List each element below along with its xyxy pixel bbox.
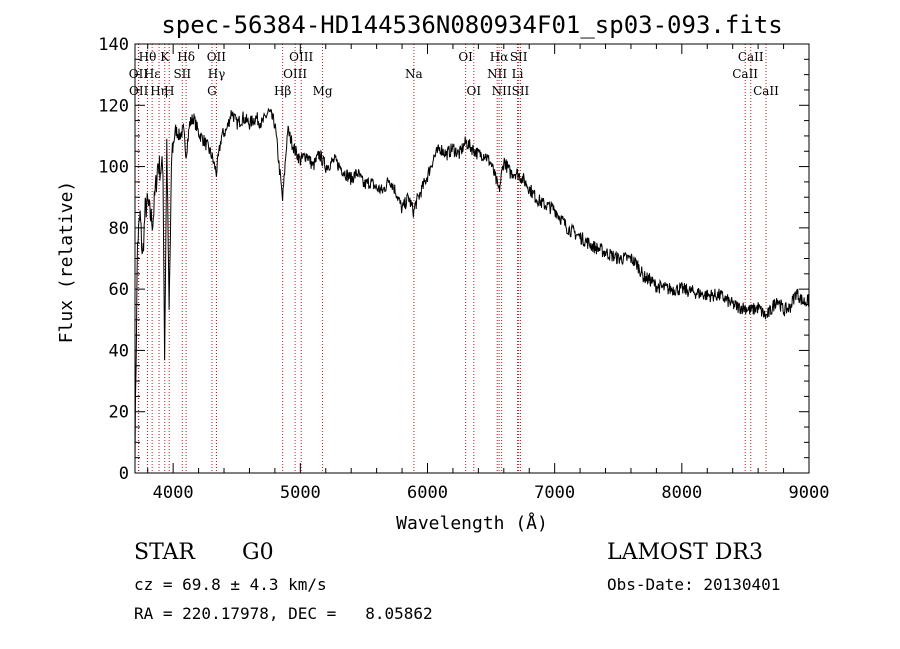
line-label-10: Hγ [208,67,226,81]
line-label-26: CaII [732,67,758,81]
line-label-13: OIII [289,50,313,64]
line-label-0: Hθ [139,50,157,64]
line-label-4: Hη [150,84,168,98]
y-tick-label: 120 [98,96,129,116]
object-subclass: G0 [242,540,274,565]
line-label-12: Hβ [274,84,291,98]
obs-date-text: Obs-Date: 20130401 [607,575,781,594]
line-label-18: OI [466,84,481,98]
y-axis: 0 20 40 60 80 100 120 140 [98,35,809,484]
line-label-7: Hδ [177,50,195,64]
object-class: STAR [134,540,195,565]
x-tick-label: 8000 [661,483,702,503]
line-label-8: SII [173,67,191,81]
plot-frame [134,43,810,474]
line-label-5: K [160,50,170,64]
chart-title: spec-56384-HD144536N080934F01_sp03-093.f… [161,11,782,39]
line-label-2: OII [129,84,149,98]
line-label-6: H [164,84,174,98]
coordinates-text: RA = 220.17978, DEC = 8.05862 [134,604,433,623]
y-axis-label: Flux (relative) [56,181,77,344]
line-label-20: NII [487,67,507,81]
line-label-19: Hα [490,50,509,64]
line-label-9: OII [207,50,227,64]
line-label-17: OI [458,50,473,64]
x-tick-label: 7000 [534,483,575,503]
line-label-25: CaII [738,50,764,64]
line-label-1: OII [129,67,149,81]
survey-name: LAMOST DR3 [607,540,763,565]
y-tick-label: 60 [109,280,129,300]
line-label-24: SII [512,84,530,98]
y-tick-label: 0 [119,464,129,484]
y-tick-label: 80 [109,219,129,239]
x-tick-label: 9000 [789,483,830,503]
redshift-text: cz = 69.8 ± 4.3 km/s [134,575,327,594]
y-tick-label: 40 [109,341,129,361]
line-label-27: CaII [753,84,779,98]
x-axis: 4000 5000 6000 7000 8000 9000 [147,44,830,503]
spectrum-line [134,108,810,463]
y-tick-label: 100 [98,158,129,178]
line-label-3: Hε [144,67,161,81]
line-label-16: Na [405,67,423,81]
x-axis-label: Wavelength (Å) [396,512,548,534]
x-tick-label: 6000 [407,483,448,503]
y-tick-label: 140 [98,35,129,55]
line-label-14: OIII [283,67,307,81]
spectral-line-markers [137,44,767,473]
line-label-22: SII [510,50,528,64]
line-label-15: Mg [313,84,333,98]
line-label-11: G [207,84,217,98]
x-tick-label: 4000 [153,483,194,503]
y-tick-label: 20 [109,403,129,423]
x-tick-label: 5000 [280,483,321,503]
line-label-23: Li [512,67,524,81]
line-label-21: NII [492,84,512,98]
